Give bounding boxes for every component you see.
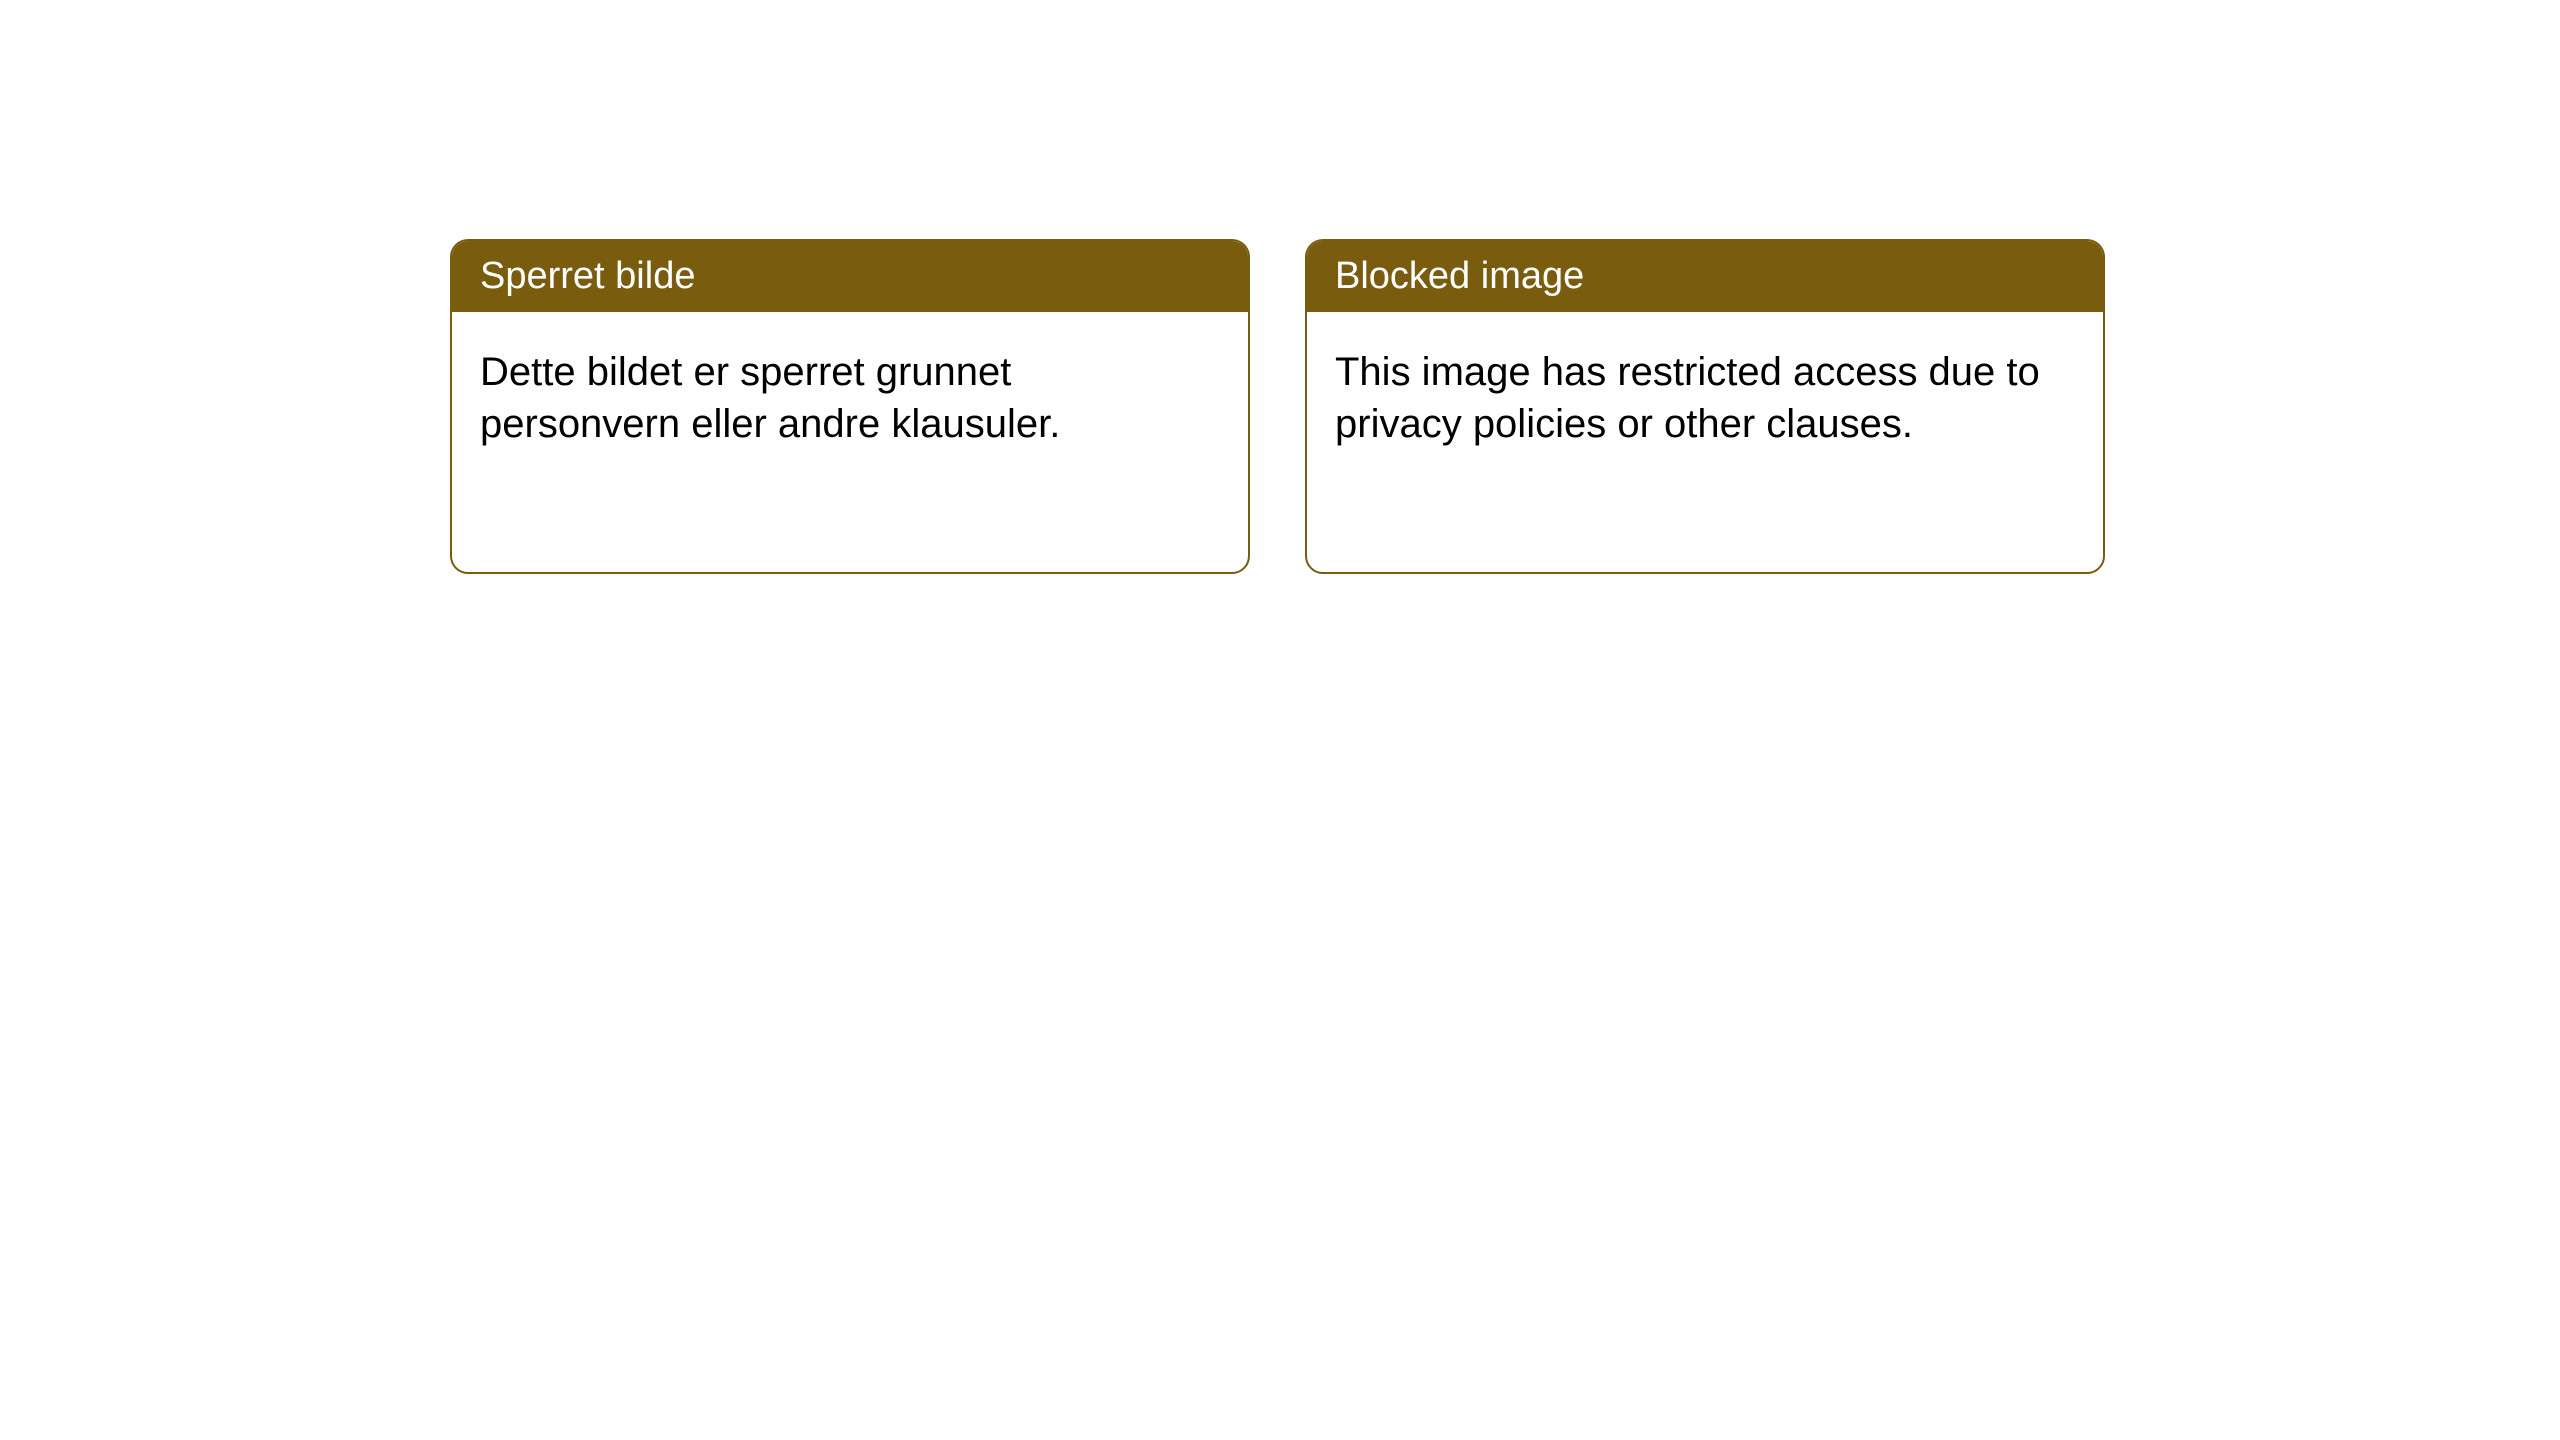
card-header-norwegian: Sperret bilde [452, 241, 1248, 312]
card-body-norwegian: Dette bildet er sperret grunnet personve… [452, 312, 1248, 484]
card-header-english: Blocked image [1307, 241, 2103, 312]
cards-container: Sperret bilde Dette bildet er sperret gr… [450, 239, 2560, 574]
card-body-english: This image has restricted access due to … [1307, 312, 2103, 484]
card-norwegian: Sperret bilde Dette bildet er sperret gr… [450, 239, 1250, 574]
card-english: Blocked image This image has restricted … [1305, 239, 2105, 574]
